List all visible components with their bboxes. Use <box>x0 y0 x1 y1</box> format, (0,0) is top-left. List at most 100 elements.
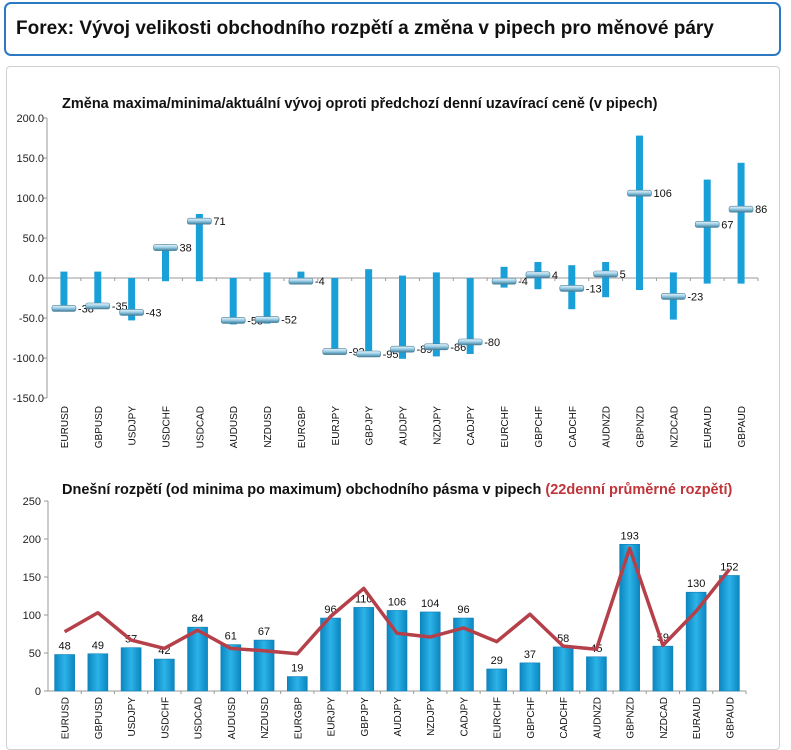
chart2-avg22-line <box>63 546 731 656</box>
chart1-range-bar <box>229 278 237 325</box>
chart1-category-label: NZDUSD <box>263 406 274 448</box>
page-title: Forex: Vývoj velikosti obchodního rozpět… <box>16 18 714 39</box>
chart2-bar <box>519 662 541 692</box>
chart1-current-marker <box>390 345 415 353</box>
chart1-data-label: -52 <box>281 315 297 327</box>
chart2-bar <box>386 610 408 692</box>
chart1-data-label: 71 <box>213 216 225 228</box>
chart1-category-label: EURJPY <box>331 406 342 446</box>
chart2-data-label: 193 <box>620 530 638 542</box>
chart1-current-marker <box>322 348 348 355</box>
chart2-category-label: GBPAUD <box>725 697 736 739</box>
chart1-category-label: GBPJPY <box>365 406 376 446</box>
chart2-bar <box>552 646 574 692</box>
chart1-category-label: USDJPY <box>128 406 139 446</box>
chart1-range-bar <box>94 271 102 306</box>
chart2-category-label: USDCHF <box>160 697 171 739</box>
chart1-current-marker <box>85 302 111 310</box>
chart1-data-label: -43 <box>146 307 162 319</box>
chart1-current-marker <box>220 317 246 324</box>
chart2-data-label: 152 <box>720 561 738 573</box>
chart1-current-marker <box>491 277 517 285</box>
chart2-category-label: GBPUSD <box>94 697 105 739</box>
chart2-title-highlight: (22denní průměrné rozpětí) <box>545 482 732 498</box>
chart2-category-label: GBPCHF <box>526 697 537 739</box>
chart2-title: Dnešní rozpětí (od minima po maximum) ob… <box>62 482 732 498</box>
chart2-y-tick-label: 50 <box>29 648 41 660</box>
chart1-range-bar <box>703 179 711 284</box>
chart1-data-label: -23 <box>687 291 703 303</box>
chart2-data-label: 37 <box>524 649 536 661</box>
chart1-data-label: -13 <box>586 283 602 295</box>
chart2-bar <box>320 617 341 692</box>
chart2-category-label: EURUSD <box>61 697 72 739</box>
chart1-range-bar <box>365 269 373 357</box>
chart1-current-marker <box>627 189 652 197</box>
chart2-bar <box>685 591 707 692</box>
chart2-y-tick-label: 100 <box>23 610 41 622</box>
chart2-category-label: GBPNZD <box>626 697 637 739</box>
chart1-current-marker <box>661 293 686 300</box>
chart1-y-tick-label: 200.0 <box>16 113 44 125</box>
chart2-category-label: CADCHF <box>559 697 570 739</box>
chart1-data-label: 86 <box>755 204 767 216</box>
chart1-range-bar <box>602 262 610 298</box>
chart2-bar <box>154 658 175 692</box>
chart1-category-label: EURUSD <box>60 406 71 448</box>
chart2-category-label: GBPJPY <box>360 697 371 737</box>
chart2-bar <box>253 639 275 692</box>
chart1-category-label: EURCHF <box>500 406 511 448</box>
chart1-y-tick-label: 50.0 <box>23 233 44 245</box>
chart2-category-label: NZDCAD <box>659 697 670 739</box>
chart1-category-label: AUDUSD <box>229 406 240 448</box>
chart1-y-tick-label: 0.0 <box>29 273 44 285</box>
chart1-y-tick-label: 100.0 <box>16 193 44 205</box>
chart2-y-tick-label: 250 <box>23 496 41 508</box>
chart2-category-label: USDCAD <box>194 697 205 739</box>
chart2-bar <box>719 575 740 692</box>
chart1-title: Změna maxima/minima/aktuální vývoj oprot… <box>62 96 658 112</box>
chart1-range-bar <box>162 244 169 282</box>
chart1-category-label: GBPNZD <box>636 406 647 448</box>
chart1-current-marker <box>288 277 314 285</box>
chart2-data-label: 48 <box>58 641 70 653</box>
chart1-data-label: 106 <box>654 188 672 200</box>
chart1-range-bar <box>195 214 203 282</box>
chart1-data-label: 67 <box>721 219 733 231</box>
chart2-y-tick-label: 200 <box>23 534 41 546</box>
chart2-data-label: 106 <box>388 596 406 608</box>
chart1-current-marker <box>728 205 754 213</box>
chart2-category-label: CADJPY <box>459 697 470 737</box>
chart2-bar <box>120 647 142 692</box>
chart1-data-label: 38 <box>180 243 192 255</box>
chart1-range-bar <box>263 272 271 324</box>
chart1-category-label: USDCAD <box>195 406 206 448</box>
chart1-data-label: 4 <box>552 270 558 282</box>
chart1-category-label: NZDJPY <box>432 406 443 445</box>
chart2-category-label: EURAUD <box>692 697 703 739</box>
chart2-y-tick-label: 150 <box>23 572 41 584</box>
chart1-range-bar <box>399 275 406 359</box>
chart2-data-label: 130 <box>687 578 705 590</box>
chart1-range-bar <box>331 278 339 354</box>
chart2-y-tick-label: 0 <box>35 686 41 698</box>
chart2-category-label: AUDNZD <box>592 697 603 739</box>
chart2-bar <box>619 544 640 692</box>
chart1-y-tick-label: -50.0 <box>19 313 44 325</box>
chart2-data-label: 19 <box>291 663 303 675</box>
chart1-current-marker <box>51 305 77 312</box>
chart2-category-label: AUDJPY <box>393 697 404 737</box>
chart1-category-label: USDCHF <box>162 406 173 448</box>
chart2-data-label: 29 <box>491 655 503 667</box>
chart1-y-tick-label: 150.0 <box>16 153 44 165</box>
chart2-bar <box>54 654 75 692</box>
chart2-category-label: EURCHF <box>493 697 504 739</box>
chart1-range-bar <box>636 135 643 290</box>
chart1-category-label: EURAUD <box>703 406 714 448</box>
chart2-data-label: 96 <box>457 604 469 616</box>
chart1-current-marker <box>254 316 280 323</box>
chart1-current-marker <box>119 309 144 316</box>
chart2-bar <box>353 607 375 692</box>
chart1-current-marker <box>187 217 212 225</box>
chart2-bar <box>220 644 242 692</box>
